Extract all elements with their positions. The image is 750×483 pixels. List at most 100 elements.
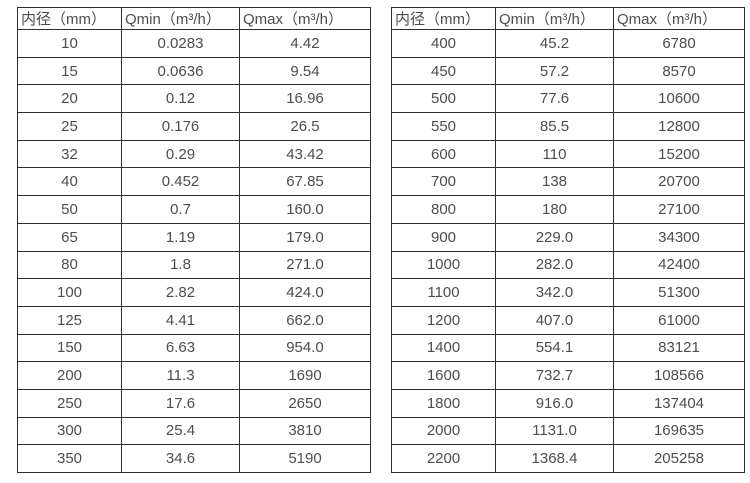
table-row: 300 25.4 3810	[17, 416, 371, 446]
cell-qmax: 51300	[613, 278, 745, 307]
table-row: 200 11.3 1690	[17, 361, 371, 390]
table-row: 1100 342.0 51300	[391, 278, 745, 307]
cell-diameter: 10	[17, 29, 122, 58]
cell-qmin: 0.29	[121, 139, 240, 169]
cell-qmin: 1.19	[121, 222, 240, 252]
cell-qmin: 0.452	[121, 167, 240, 197]
cell-diameter: 450	[391, 56, 496, 86]
column-header-qmin: Qmin（m³/h）	[121, 7, 240, 30]
table-row: 10 0.0283 4.42	[17, 29, 371, 58]
cell-qmin: 77.6	[495, 84, 614, 114]
cell-diameter: 700	[391, 167, 496, 197]
table-row: 900 229.0 34300	[391, 222, 745, 252]
cell-qmax: 179.0	[239, 222, 371, 252]
cell-diameter: 65	[17, 222, 122, 252]
table-row: 500 77.6 10600	[391, 84, 745, 114]
cell-qmax: 108566	[613, 361, 745, 390]
table-row: 600 110 15200	[391, 139, 745, 169]
cell-qmax: 137404	[613, 388, 745, 418]
cell-diameter: 25	[17, 112, 122, 141]
cell-qmin: 25.4	[121, 416, 240, 446]
column-header-qmax: Qmax（m³/h）	[613, 7, 745, 30]
cell-qmin: 407.0	[495, 305, 614, 335]
table-row: 2000 1131.0 169635	[391, 416, 745, 446]
cell-diameter: 100	[17, 278, 122, 307]
table-row: 2200 1368.4 205258	[391, 444, 745, 473]
cell-diameter: 2000	[391, 416, 496, 446]
cell-qmin: 110	[495, 139, 614, 169]
column-header-diameter: 内径（mm）	[391, 7, 496, 30]
cell-qmin: 229.0	[495, 222, 614, 252]
cell-diameter: 400	[391, 29, 496, 58]
cell-diameter: 1100	[391, 278, 496, 307]
cell-diameter: 1800	[391, 388, 496, 418]
cell-diameter: 2200	[391, 444, 496, 473]
table-row: 1000 282.0 42400	[391, 250, 745, 280]
table-row: 125 4.41 662.0	[17, 305, 371, 335]
table-row: 80 1.8 271.0	[17, 250, 371, 280]
cell-qmax: 16.96	[239, 84, 371, 114]
cell-qmin: 342.0	[495, 278, 614, 307]
table-row: 50 0.7 160.0	[17, 195, 371, 224]
cell-qmax: 954.0	[239, 333, 371, 363]
cell-qmax: 42400	[613, 250, 745, 280]
cell-diameter: 250	[17, 388, 122, 418]
cell-qmax: 2650	[239, 388, 371, 418]
column-header-qmin: Qmin（m³/h）	[495, 7, 614, 30]
cell-qmin: 4.41	[121, 305, 240, 335]
cell-qmax: 43.42	[239, 139, 371, 169]
cell-diameter: 300	[17, 416, 122, 446]
cell-qmax: 1690	[239, 361, 371, 390]
table-row: 100 2.82 424.0	[17, 278, 371, 307]
cell-diameter: 15	[17, 56, 122, 86]
cell-qmax: 9.54	[239, 56, 371, 86]
cell-qmin: 6.63	[121, 333, 240, 363]
cell-qmax: 12800	[613, 112, 745, 141]
table-row: 800 180 27100	[391, 195, 745, 224]
cell-diameter: 50	[17, 195, 122, 224]
flow-spec-table-large-diameters: 内径（mm） Qmin（m³/h） Qmax（m³/h） 400 45.2 6780 450…	[391, 7, 745, 473]
cell-diameter: 125	[17, 305, 122, 335]
cell-diameter: 1000	[391, 250, 496, 280]
table-row: 250 17.6 2650	[17, 388, 371, 418]
cell-diameter: 1400	[391, 333, 496, 363]
cell-qmax: 6780	[613, 29, 745, 58]
table-row: 15 0.0636 9.54	[17, 56, 371, 86]
cell-diameter: 200	[17, 361, 122, 390]
cell-diameter: 550	[391, 112, 496, 141]
cell-diameter: 600	[391, 139, 496, 169]
cell-qmin: 1368.4	[495, 444, 614, 473]
cell-diameter: 1200	[391, 305, 496, 335]
cell-qmax: 34300	[613, 222, 745, 252]
cell-qmax: 3810	[239, 416, 371, 446]
cell-diameter: 20	[17, 84, 122, 114]
cell-qmax: 271.0	[239, 250, 371, 280]
cell-qmax: 5190	[239, 444, 371, 473]
table-row: 40 0.452 67.85	[17, 167, 371, 197]
cell-qmin: 2.82	[121, 278, 240, 307]
cell-qmin: 0.176	[121, 112, 240, 141]
cell-qmax: 160.0	[239, 195, 371, 224]
cell-qmin: 138	[495, 167, 614, 197]
table-row: 350 34.6 5190	[17, 444, 371, 473]
cell-qmin: 34.6	[121, 444, 240, 473]
cell-qmin: 57.2	[495, 56, 614, 86]
cell-qmin: 0.0636	[121, 56, 240, 86]
table-row: 65 1.19 179.0	[17, 222, 371, 252]
table-row: 32 0.29 43.42	[17, 139, 371, 169]
cell-qmin: 180	[495, 195, 614, 224]
cell-diameter: 40	[17, 167, 122, 197]
cell-qmin: 85.5	[495, 112, 614, 141]
cell-diameter: 900	[391, 222, 496, 252]
cell-qmin: 45.2	[495, 29, 614, 58]
cell-qmin: 916.0	[495, 388, 614, 418]
cell-qmax: 61000	[613, 305, 745, 335]
cell-diameter: 500	[391, 84, 496, 114]
header-row: 内径（mm） Qmin（m³/h） Qmax（m³/h）	[391, 7, 745, 30]
cell-diameter: 1600	[391, 361, 496, 390]
cell-diameter: 800	[391, 195, 496, 224]
cell-qmin: 554.1	[495, 333, 614, 363]
cell-qmax: 169635	[613, 416, 745, 446]
cell-qmax: 27100	[613, 195, 745, 224]
